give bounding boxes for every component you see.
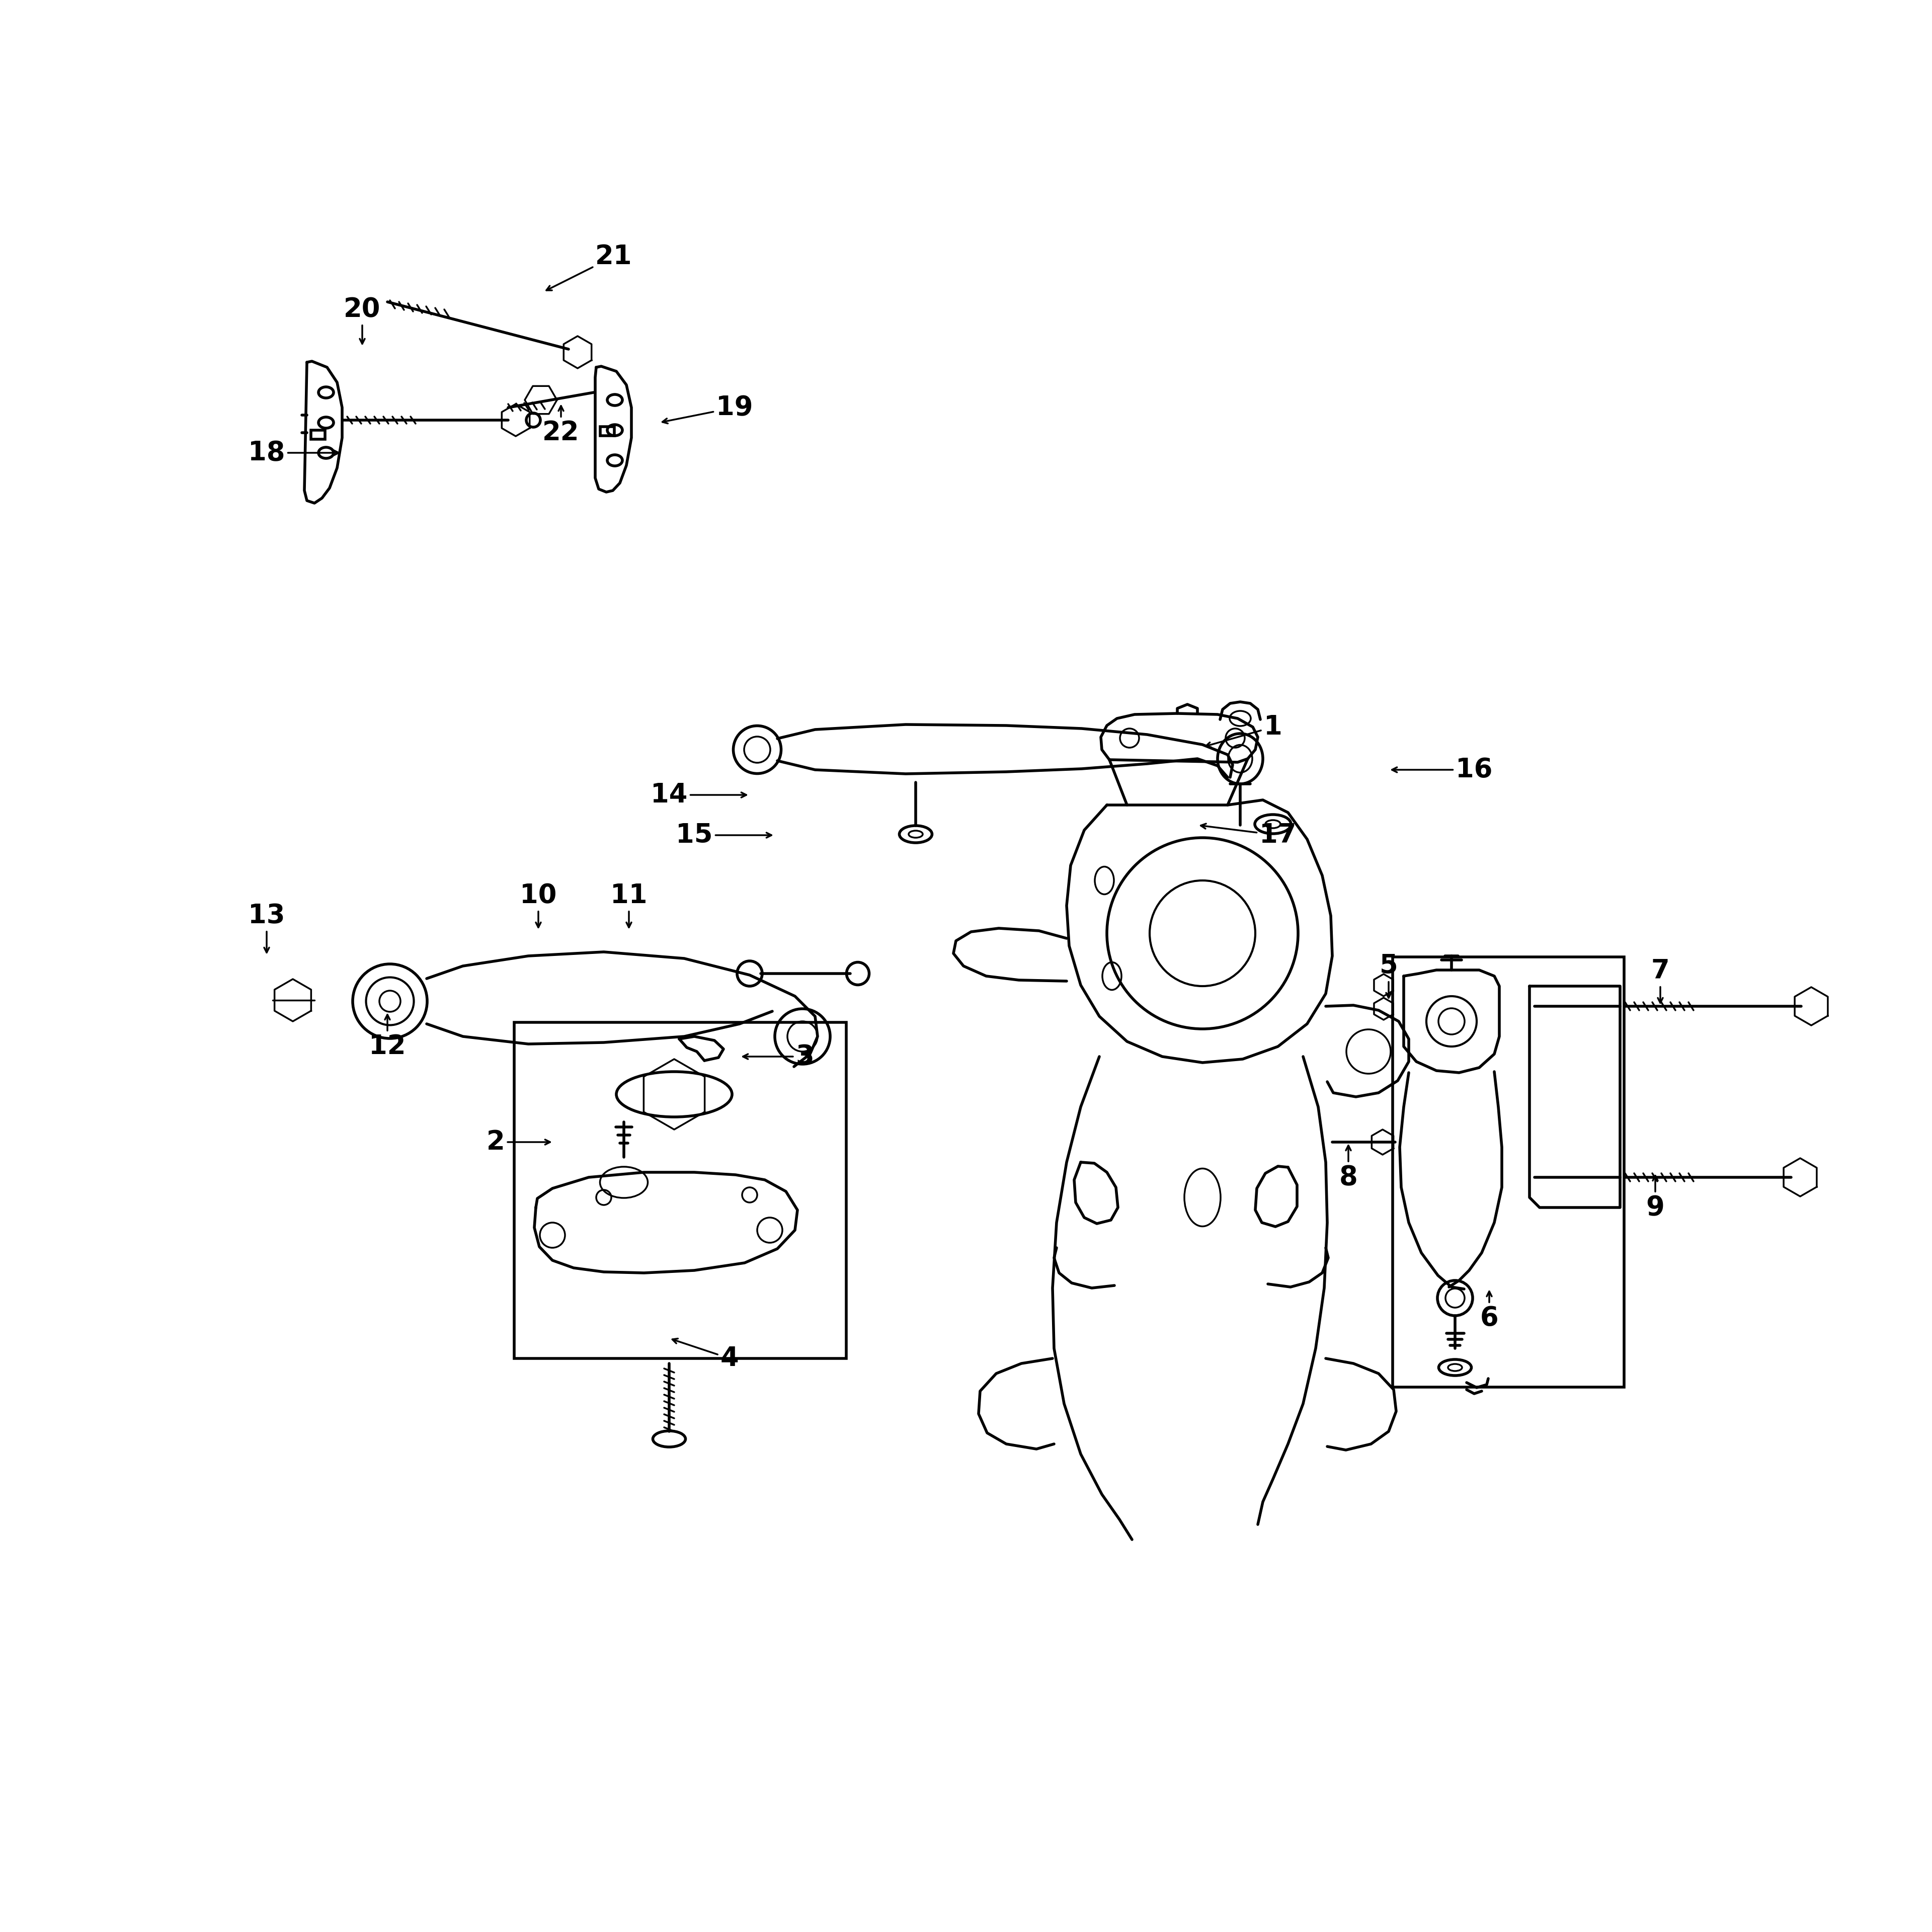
Text: 8: 8 [1339, 1146, 1358, 1190]
Text: 20: 20 [344, 296, 381, 344]
Text: 1: 1 [1206, 715, 1283, 748]
Bar [1393, 956, 1625, 1387]
Text: 19: 19 [663, 394, 753, 423]
Text: 21: 21 [547, 243, 632, 290]
Text: 10: 10 [520, 883, 556, 927]
Text: 18: 18 [247, 440, 338, 466]
Text: 4: 4 [672, 1339, 738, 1372]
Text: 3: 3 [744, 1043, 813, 1070]
Text: 15: 15 [676, 823, 771, 848]
Text: 2: 2 [487, 1128, 551, 1155]
Text: 5: 5 [1379, 952, 1399, 997]
Text: 16: 16 [1391, 757, 1493, 782]
Text: 13: 13 [247, 902, 286, 952]
Bar [514, 1022, 846, 1358]
Text: 22: 22 [543, 406, 580, 446]
Bar [601, 427, 614, 437]
Text: 17: 17 [1202, 823, 1296, 848]
Text: 6: 6 [1480, 1291, 1499, 1331]
Text: 11: 11 [611, 883, 647, 927]
Text: 14: 14 [651, 782, 746, 808]
Bar [311, 431, 325, 439]
Text: 9: 9 [1646, 1177, 1665, 1221]
Text: 7: 7 [1652, 958, 1669, 1003]
Text: 12: 12 [369, 1014, 406, 1059]
